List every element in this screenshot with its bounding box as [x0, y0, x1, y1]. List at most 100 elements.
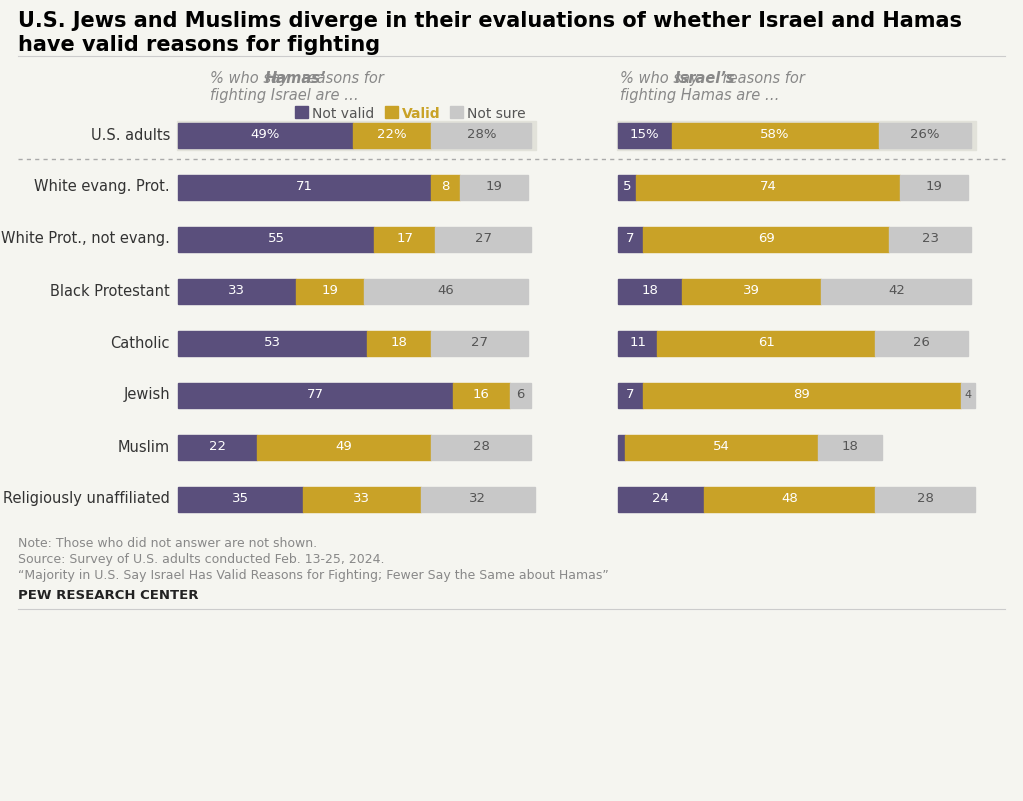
Text: White evang. Prot.: White evang. Prot. — [35, 179, 170, 195]
Text: U.S. Jews and Muslims diverge in their evaluations of whether Israel and Hamas: U.S. Jews and Muslims diverge in their e… — [18, 11, 962, 31]
Text: 42: 42 — [888, 284, 905, 297]
Text: 54: 54 — [713, 441, 730, 453]
Bar — [432, 331, 528, 356]
Text: 49: 49 — [336, 441, 352, 453]
Bar — [420, 486, 535, 512]
Text: Valid: Valid — [402, 107, 441, 121]
Text: 22: 22 — [209, 441, 226, 453]
Bar — [704, 486, 875, 512]
Text: Not sure: Not sure — [468, 107, 526, 121]
Text: 32: 32 — [470, 493, 486, 505]
Bar — [432, 175, 460, 199]
Text: 16: 16 — [473, 388, 490, 401]
Bar — [374, 227, 435, 252]
Text: Hamas’: Hamas’ — [265, 71, 326, 86]
Text: 19: 19 — [321, 284, 339, 297]
Text: 46: 46 — [438, 284, 454, 297]
Text: 49%: 49% — [251, 128, 280, 142]
Bar — [450, 106, 463, 118]
Bar — [432, 434, 531, 460]
Bar — [618, 383, 643, 408]
Bar — [618, 331, 657, 356]
Text: White Prot., not evang.: White Prot., not evang. — [1, 231, 170, 247]
Text: 17: 17 — [396, 232, 413, 245]
Bar — [618, 279, 682, 304]
Text: Catholic: Catholic — [110, 336, 170, 351]
Bar — [385, 106, 398, 118]
Bar — [618, 486, 704, 512]
Bar — [367, 331, 432, 356]
Bar — [177, 120, 536, 150]
Text: Black Protestant: Black Protestant — [50, 284, 170, 299]
Text: 61: 61 — [758, 336, 774, 349]
Text: 28%: 28% — [466, 128, 496, 142]
Bar — [295, 106, 308, 118]
Bar — [432, 123, 531, 147]
Text: 4: 4 — [965, 390, 972, 400]
Bar — [618, 123, 671, 147]
Text: 89: 89 — [794, 388, 810, 401]
Text: 8: 8 — [442, 180, 450, 194]
Bar — [821, 279, 972, 304]
Bar — [178, 123, 353, 147]
Bar — [643, 227, 889, 252]
Text: % who say: % who say — [620, 71, 703, 86]
Text: 6: 6 — [517, 388, 525, 401]
Bar — [671, 123, 879, 147]
Bar — [453, 383, 510, 408]
Text: 48: 48 — [781, 493, 798, 505]
Text: fighting Israel are …: fighting Israel are … — [210, 88, 359, 103]
Text: 28: 28 — [473, 441, 490, 453]
Text: Source: Survey of U.S. adults conducted Feb. 13-25, 2024.: Source: Survey of U.S. adults conducted … — [18, 553, 385, 566]
Text: reasons for: reasons for — [718, 71, 805, 86]
Bar — [625, 434, 818, 460]
Text: 7: 7 — [626, 232, 634, 245]
Bar — [460, 175, 528, 199]
Bar — [178, 486, 303, 512]
Bar — [961, 383, 975, 408]
Text: have valid reasons for fighting: have valid reasons for fighting — [18, 35, 381, 55]
Text: 19: 19 — [926, 180, 942, 194]
Text: 39: 39 — [744, 284, 760, 297]
Bar — [296, 279, 363, 304]
Text: 18: 18 — [641, 284, 659, 297]
Text: 58%: 58% — [760, 128, 790, 142]
Text: “Majority in U.S. Say Israel Has Valid Reasons for Fighting; Fewer Say the Same : “Majority in U.S. Say Israel Has Valid R… — [18, 569, 609, 582]
Bar — [178, 279, 296, 304]
Text: Note: Those who did not answer are not shown.: Note: Those who did not answer are not s… — [18, 537, 317, 550]
Text: 55: 55 — [268, 232, 284, 245]
Bar — [900, 175, 968, 199]
Text: Israel’s: Israel’s — [674, 71, 736, 86]
Bar — [178, 331, 367, 356]
Bar — [879, 123, 972, 147]
Text: 26: 26 — [913, 336, 930, 349]
Text: Jewish: Jewish — [124, 388, 170, 402]
Bar — [636, 175, 900, 199]
Text: U.S. adults: U.S. adults — [91, 127, 170, 143]
Text: 77: 77 — [307, 388, 324, 401]
Bar — [682, 279, 821, 304]
Bar — [353, 123, 432, 147]
Bar — [618, 434, 625, 460]
Text: Religiously unaffiliated: Religiously unaffiliated — [3, 492, 170, 506]
Bar — [643, 383, 961, 408]
Text: 11: 11 — [629, 336, 647, 349]
Text: reasons for: reasons for — [298, 71, 385, 86]
Bar — [257, 434, 432, 460]
Bar — [178, 434, 257, 460]
Text: 18: 18 — [391, 336, 408, 349]
Bar — [178, 227, 374, 252]
Text: Not valid: Not valid — [312, 107, 374, 121]
Text: 74: 74 — [759, 180, 776, 194]
Bar — [435, 227, 531, 252]
Bar — [818, 434, 882, 460]
Text: 19: 19 — [486, 180, 502, 194]
Text: 7: 7 — [626, 388, 634, 401]
Bar — [875, 486, 975, 512]
Text: 28: 28 — [917, 493, 933, 505]
Bar — [875, 331, 968, 356]
Text: 27: 27 — [472, 336, 488, 349]
Text: 33: 33 — [228, 284, 246, 297]
Text: 33: 33 — [353, 493, 370, 505]
Text: Muslim: Muslim — [118, 440, 170, 454]
